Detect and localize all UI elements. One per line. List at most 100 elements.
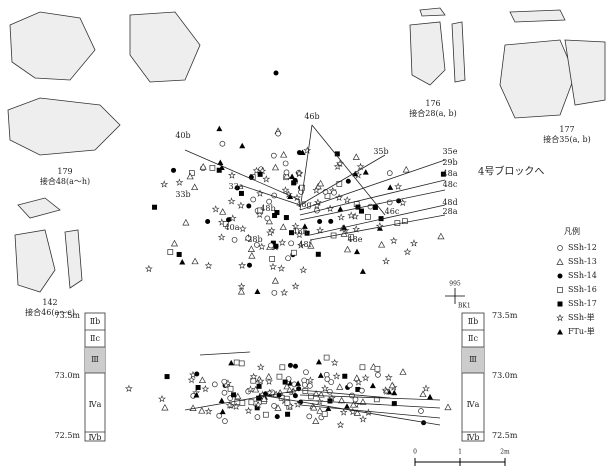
section-artifact <box>321 411 328 417</box>
section-artifact <box>301 382 308 388</box>
point-label: 48b <box>260 204 275 213</box>
plan-artifact <box>247 245 255 252</box>
plan-artifact <box>191 257 199 265</box>
legend-symbol <box>557 273 563 279</box>
section-artifact <box>252 385 260 393</box>
plan-artifact <box>217 159 224 165</box>
plan-artifact <box>378 216 384 222</box>
plan-artifact <box>303 146 312 154</box>
plan-artifact <box>359 268 366 274</box>
plan-artifact <box>269 262 277 271</box>
plan-artifact <box>257 207 264 214</box>
point-label: 48d <box>442 198 457 207</box>
plan-artifact <box>237 201 245 209</box>
plan-artifact <box>175 178 184 186</box>
plan-artifact <box>144 264 153 273</box>
plan-artifact <box>170 239 179 247</box>
plan-artifact <box>337 205 344 212</box>
plan-artifact <box>268 242 274 249</box>
elevation-label: 73.0m <box>55 371 81 380</box>
plan-artifact <box>238 190 244 196</box>
layer-fill <box>85 347 105 373</box>
section-artifact <box>353 409 361 416</box>
plan-artifact <box>257 242 266 251</box>
plan-artifact <box>337 213 346 221</box>
plan-artifact <box>317 219 323 225</box>
artifact-label: 接合35(a, b) <box>543 134 590 144</box>
section-artifact <box>399 368 407 375</box>
plan-artifact <box>295 230 304 239</box>
plan-artifact <box>205 218 211 224</box>
plan-artifact <box>394 182 403 190</box>
plan-artifact <box>271 289 278 296</box>
section-artifact <box>248 399 255 406</box>
section-artifact <box>316 407 324 414</box>
section-artifact <box>330 358 339 367</box>
legend-label: SSh-12 <box>568 243 597 252</box>
plan-artifact <box>186 172 194 180</box>
refit-line <box>299 179 446 216</box>
plan-artifact <box>231 236 238 243</box>
plan-artifact <box>278 238 287 247</box>
point-label: 48g <box>296 200 311 209</box>
plan-artifact <box>199 162 207 170</box>
plan-artifact <box>209 165 216 171</box>
section-artifact <box>249 372 258 381</box>
plan-artifact <box>228 171 236 179</box>
plan-artifact <box>362 169 369 175</box>
section-artifact <box>244 406 253 415</box>
plan-artifact <box>289 230 295 236</box>
section-artifact <box>306 413 313 420</box>
point-label: 28b <box>247 235 262 244</box>
plan-artifact <box>234 185 240 191</box>
section-artifact <box>254 400 263 409</box>
section-artifact <box>187 375 196 384</box>
plan-artifact <box>402 218 408 225</box>
section-artifact <box>274 404 282 411</box>
section-artifact <box>327 398 333 404</box>
section-artifact <box>354 378 363 386</box>
section-artifact <box>161 403 169 411</box>
plan-artifact <box>254 288 261 295</box>
legend-symbol <box>556 258 564 265</box>
plan-artifact <box>315 251 321 257</box>
plan-artifact <box>246 203 252 209</box>
legend-label: SSh-13 <box>568 257 597 266</box>
section-artifact <box>265 377 273 385</box>
plan-artifact <box>333 162 342 171</box>
section-line <box>299 389 391 399</box>
section-artifact <box>234 392 242 400</box>
plan-artifact <box>331 189 337 196</box>
point-label: 35b <box>373 147 388 156</box>
plan-artifact <box>218 164 225 171</box>
section-artifact <box>221 378 228 385</box>
point-label: 40a <box>225 223 240 232</box>
section-artifact <box>225 401 234 409</box>
section-artifact <box>355 386 361 392</box>
plan-artifact <box>345 178 351 184</box>
section-artifact <box>282 379 288 385</box>
plan-artifact <box>283 172 291 179</box>
section-artifact <box>238 360 245 367</box>
section-artifact <box>295 380 302 386</box>
plan-artifact <box>288 240 294 247</box>
plan-artifact <box>291 222 300 230</box>
plan-artifact <box>343 245 352 253</box>
legend-symbol <box>557 287 563 293</box>
section-artifact <box>444 403 452 411</box>
plan-artifact <box>398 198 407 207</box>
legend-label: SSh-16 <box>568 285 597 294</box>
plan-artifact <box>389 236 398 245</box>
section-artifact <box>218 397 225 403</box>
section-artifact <box>286 402 295 410</box>
refit-line <box>239 184 301 206</box>
plan-artifact <box>226 217 232 223</box>
layer-label: Ⅲ <box>469 355 477 364</box>
legend-title: 凡例 <box>564 226 580 236</box>
plan-artifact <box>328 218 334 224</box>
plan-artifact <box>237 282 246 290</box>
plan-artifact <box>352 153 360 160</box>
section-line <box>199 351 251 356</box>
plan-artifact <box>402 165 410 173</box>
